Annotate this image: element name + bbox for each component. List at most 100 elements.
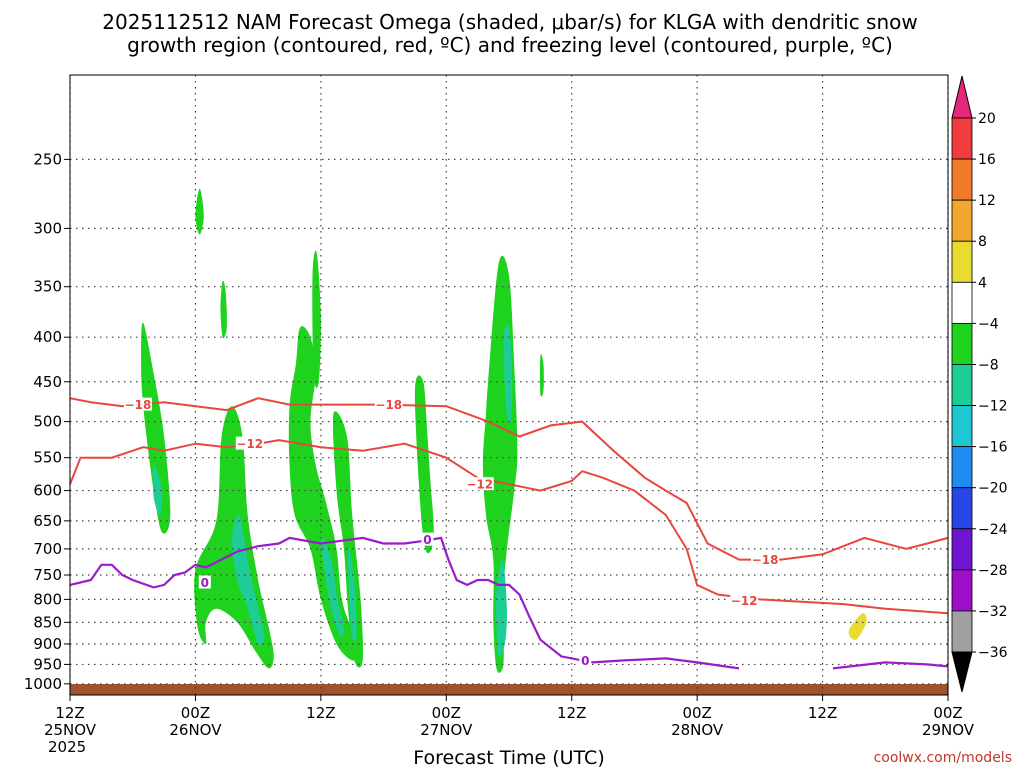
colorbar-label-12: −32 — [978, 604, 1008, 620]
colorbar-bottom-arrow — [951, 651, 973, 693]
colorbar-swatch-3 — [951, 240, 973, 283]
colorbar-label-8: −16 — [978, 440, 1008, 456]
omega-area-3 — [152, 464, 163, 516]
chart-title-line2: growth region (contoured, red, ºC) and f… — [127, 33, 893, 57]
y-tick-label-950: 950 — [33, 655, 62, 673]
omega-area-20 — [633, 608, 666, 636]
contour-label-7: 0 — [423, 533, 431, 547]
ground-terrain — [70, 684, 948, 695]
x-tick-label-48-0: 12Z — [557, 704, 586, 722]
colorbar-label-0: 20 — [978, 111, 996, 127]
colorbar-swatch-2 — [951, 199, 973, 242]
x-tick-label-0-2: 2025 — [48, 738, 86, 756]
plot-frame — [69, 74, 949, 696]
omega-area-11 — [414, 375, 434, 554]
x-tick-label-60-1: 28NOV — [671, 721, 724, 739]
contour-label-5: −12 — [731, 594, 758, 608]
x-tick-label-0-1: 25NOV — [44, 721, 97, 739]
omega-area-1 — [220, 280, 227, 339]
x-tick-label-36-1: 27NOV — [420, 721, 473, 739]
colorbar-label-4: 4 — [978, 275, 987, 291]
colorbar-swatch-8 — [951, 446, 973, 489]
colorbar-swatch-5 — [951, 322, 973, 365]
colorbar-label-7: −12 — [978, 399, 1008, 415]
x-tick-label-12-1: 26NOV — [169, 721, 222, 739]
omega-area-6 — [288, 326, 358, 661]
contour-label-bg-0 — [123, 397, 152, 411]
x-tick-label-24-0: 12Z — [306, 704, 335, 722]
y-tick-label-1000: 1000 — [24, 675, 62, 693]
y-tick-label-450: 450 — [33, 373, 62, 391]
omega-area-18 — [518, 617, 551, 649]
y-tick-label-650: 650 — [33, 512, 62, 530]
omega-area-7 — [320, 536, 344, 637]
x-tick-label-84-0: 00Z — [933, 704, 962, 722]
y-tick-label-350: 350 — [33, 278, 62, 296]
contour-label-8: 0 — [581, 654, 589, 668]
y-tick-label-550: 550 — [33, 449, 62, 467]
omega-area-16 — [560, 181, 589, 522]
colorbar-label-6: −8 — [978, 357, 999, 373]
x-tick-label-12-0: 00Z — [181, 704, 210, 722]
contour-label-bg-2 — [751, 552, 780, 566]
contour-label-bg-1 — [374, 397, 403, 411]
y-tick-label-900: 900 — [33, 635, 62, 653]
chart-gridlines — [69, 75, 949, 695]
y-tick-label-600: 600 — [33, 482, 62, 500]
credit-text: coolwx.com/models — [874, 750, 1012, 766]
contour-label-bg-6 — [198, 575, 211, 589]
colorbar-label-13: −36 — [978, 645, 1008, 661]
omega-area-0 — [195, 188, 204, 235]
contour-label-6: 0 — [201, 576, 209, 590]
contour-label-bg-3 — [235, 436, 264, 450]
freezing-level-1 — [832, 661, 949, 670]
x-tick-label-36-0: 00Z — [432, 704, 461, 722]
colorbar-label-1: 16 — [978, 152, 996, 168]
omega-area-21 — [706, 612, 734, 650]
contour-label-1: −18 — [375, 398, 402, 412]
x-tick-label-72-0: 12Z — [808, 704, 837, 722]
contour-label-bg-8 — [579, 653, 592, 667]
x-tick-label-60-0: 00Z — [682, 704, 711, 722]
y-tick-label-250: 250 — [33, 150, 62, 168]
contour-label-bg-7 — [421, 532, 434, 546]
contour-labels: −18 −18 −18 −12 −12 −12 0 0 0 — [123, 397, 780, 668]
omega-area-14 — [503, 324, 513, 424]
colorbar-legend: 20 16 12 8 4 −4 −8 −12 −16 −20 −24 −28 −32 −36 — [951, 75, 1008, 693]
contour-label-4: −12 — [466, 478, 493, 492]
contour-label-2: −18 — [752, 553, 779, 567]
omega-area-19 — [601, 617, 615, 639]
y-tick-label-800: 800 — [33, 590, 62, 608]
y-tick-label-750: 750 — [33, 566, 62, 584]
omega-area-13 — [495, 559, 507, 658]
y-tick-label-400: 400 — [33, 328, 62, 346]
contour-label-0: −18 — [125, 398, 152, 412]
colorbar-label-3: 8 — [978, 234, 987, 250]
colorbar-label-11: −28 — [978, 563, 1008, 579]
contour-minus18-0 — [69, 397, 949, 561]
colorbar-swatch-0 — [951, 117, 973, 160]
colorbar-label-5: −4 — [978, 316, 999, 332]
omega-area-23 — [799, 564, 892, 660]
freezing-level-0 — [69, 536, 740, 670]
pressure-axis: 250 300 350 400 450 500 550 600 650 700 750 800 850 9… — [24, 150, 70, 693]
colorbar-label-2: 12 — [978, 193, 996, 209]
omega-area-24 — [848, 613, 867, 640]
contour-label-3: −12 — [236, 437, 263, 451]
colorbar-swatch-4 — [951, 281, 973, 324]
colorbar-label-10: −24 — [978, 522, 1008, 538]
colorbar-swatch-6 — [951, 364, 973, 406]
y-tick-label-500: 500 — [33, 413, 62, 431]
colorbar-swatch-9 — [951, 487, 973, 530]
omega-area-10 — [347, 547, 357, 642]
colorbar-label-9: −20 — [978, 481, 1008, 497]
colorbar-swatch-1 — [951, 158, 973, 201]
chart-title-line1: 2025112512 NAM Forecast Omega (shaded, μ… — [102, 10, 918, 34]
x-axis-label: Forecast Time (UTC) — [413, 747, 604, 768]
contour-label-bg-4 — [465, 477, 494, 491]
y-tick-label-300: 300 — [33, 219, 62, 237]
x-tick-label-0-0: 12Z — [55, 704, 84, 722]
